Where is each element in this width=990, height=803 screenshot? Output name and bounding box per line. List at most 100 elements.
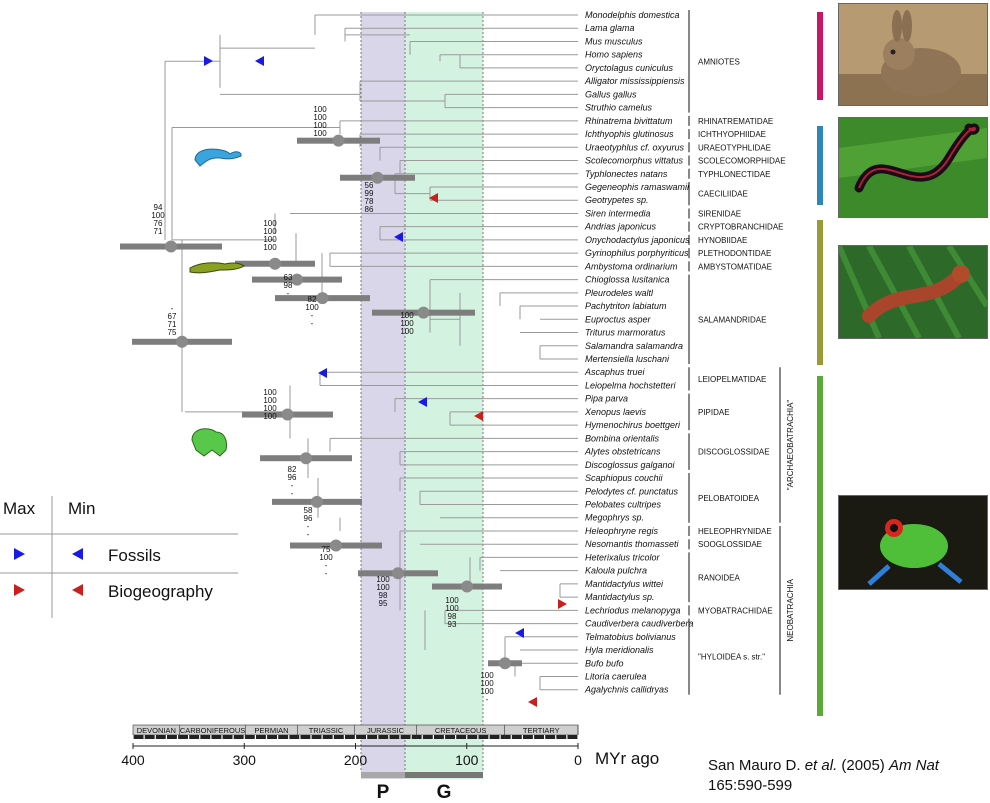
superclade-label: NEOBATRACHIA	[786, 578, 795, 641]
taxon-label: Xenopus laevis	[584, 407, 647, 417]
taxon-label: Heleophryne regis	[585, 526, 659, 536]
node-circle	[371, 171, 384, 184]
family-label: ICHTHYOPHIIDAE	[698, 130, 766, 139]
support-value: 100	[313, 105, 327, 114]
taxon-label: Pelobates cultripes	[585, 500, 662, 510]
p-band	[361, 12, 405, 779]
taxon-label: Alligator mississippiensis	[584, 76, 685, 86]
clade-color-bar	[817, 220, 823, 365]
family-label: URAEOTYPHLIDAE	[698, 143, 771, 152]
period-label: PERMIAN	[254, 726, 288, 735]
clade-color-bar	[817, 126, 823, 205]
p-label: P	[377, 782, 390, 803]
node-circle	[269, 257, 281, 270]
support-value: 98	[284, 281, 293, 290]
family-label: HYNOBIIDAE	[698, 236, 747, 245]
legend-fossils-label: Fossils	[108, 546, 161, 565]
taxon-label: Litoria caerulea	[585, 672, 647, 682]
taxon-label: Struthio camelus	[585, 103, 653, 113]
node-circle	[300, 452, 312, 465]
treefrog-photo	[838, 495, 988, 590]
support-value: 71	[154, 227, 163, 236]
support-value: 98	[448, 612, 457, 621]
taxon-label: Leiopelma hochstetteri	[585, 380, 677, 390]
biogeo-max-icon	[14, 584, 25, 596]
support-value: 76	[154, 219, 163, 228]
taxon-label: Pipa parva	[585, 394, 628, 404]
taxon-label: Typhlonectes natans	[585, 169, 668, 179]
taxon-label: Monodelphis domestica	[585, 10, 680, 20]
axis-tick-label: 300	[233, 752, 257, 768]
citation-year: (2005)	[841, 757, 885, 774]
citation: San Mauro D. et al. (2005) Am Nat 165:59…	[708, 756, 939, 796]
axis-tick-label: 200	[344, 752, 368, 768]
support-value: 100	[263, 388, 277, 397]
citation-authors: San Mauro D.	[708, 757, 801, 774]
node-circle	[461, 580, 473, 593]
support-value: -	[307, 522, 310, 531]
support-value: 100	[445, 596, 459, 605]
period-label: TERTIARY	[523, 726, 560, 735]
support-value: -	[486, 695, 489, 704]
g-band	[405, 12, 483, 779]
legend-max-header: Max	[3, 499, 36, 518]
family-label: PIPIDAE	[698, 408, 730, 417]
support-value: 100	[263, 412, 277, 421]
calibration-marker	[515, 628, 524, 638]
taxon-label: Siren intermedia	[585, 208, 651, 218]
support-value: 95	[379, 599, 388, 608]
support-value: -	[287, 289, 290, 298]
family-label: RHINATREMATIDAE	[698, 117, 773, 126]
support-value: 100	[151, 211, 165, 220]
frog-icon	[191, 428, 227, 457]
support-value: 100	[263, 404, 277, 413]
taxon-label: Mertensiella luschani	[585, 354, 670, 364]
taxon-label: Onychodactylus japonicus	[585, 235, 690, 245]
node-circle	[176, 335, 188, 348]
legend-min-header: Min	[68, 499, 95, 518]
node-circle	[311, 495, 323, 508]
family-label: RANOIDEA	[698, 573, 740, 582]
taxon-label: Mus musculus	[585, 36, 643, 46]
family-label: CAECILIIDAE	[698, 190, 748, 199]
taxon-label: Pelodytes cf. punctatus	[585, 486, 679, 496]
support-value: 96	[288, 473, 297, 482]
family-label: SALAMANDRIDAE	[698, 315, 766, 324]
caecilian-icon	[194, 148, 242, 167]
calibration-marker	[318, 368, 327, 378]
support-value: 56	[365, 181, 374, 190]
axis-tick-label: 100	[455, 752, 479, 768]
family-label: HELEOPHRYNIDAE	[698, 527, 772, 536]
support-value: 100	[319, 553, 333, 562]
taxon-label: Hymenochirus boettgeri	[585, 420, 681, 430]
legend-biogeography-label: Biogeography	[108, 582, 213, 601]
citation-ref: 165:590-599	[708, 777, 793, 794]
rabbit-photo	[838, 3, 988, 106]
support-value: 100	[480, 671, 494, 680]
family-label: CRYPTOBRANCHIDAE	[698, 223, 784, 232]
support-value: 75	[322, 545, 331, 554]
axis-tick-label: 0	[574, 752, 582, 768]
caecilian-photo	[838, 117, 988, 218]
node-circle	[165, 240, 177, 253]
support-value: -	[325, 561, 328, 570]
taxon-label: Caudiverbera caudiverbera	[585, 619, 694, 629]
taxon-label: Heterixalus tricolor	[585, 552, 661, 562]
calibration-marker	[204, 56, 213, 66]
taxon-label: Gallus gallus	[585, 89, 637, 99]
taxon-label: Lechriodus melanopyga	[585, 605, 681, 615]
superclade-label: "ARCHAEOBATRACHIA"	[786, 400, 795, 491]
axis-tick-label: 400	[121, 752, 145, 768]
calibration-marker	[528, 697, 537, 707]
period-label: JURASSIC	[367, 726, 405, 735]
calibration-marker	[558, 599, 567, 609]
taxon-label: Hyla meridionalis	[585, 645, 654, 655]
family-label: LEIOPELMATIDAE	[698, 375, 766, 384]
taxon-label: Gegeneophis ramaswamii	[585, 182, 690, 192]
support-value: 100	[305, 303, 319, 312]
support-value: 100	[313, 129, 327, 138]
support-value: -	[311, 319, 314, 328]
family-label: AMNIOTES	[698, 57, 740, 66]
taxon-label: Mantidactylus wittei	[585, 579, 664, 589]
